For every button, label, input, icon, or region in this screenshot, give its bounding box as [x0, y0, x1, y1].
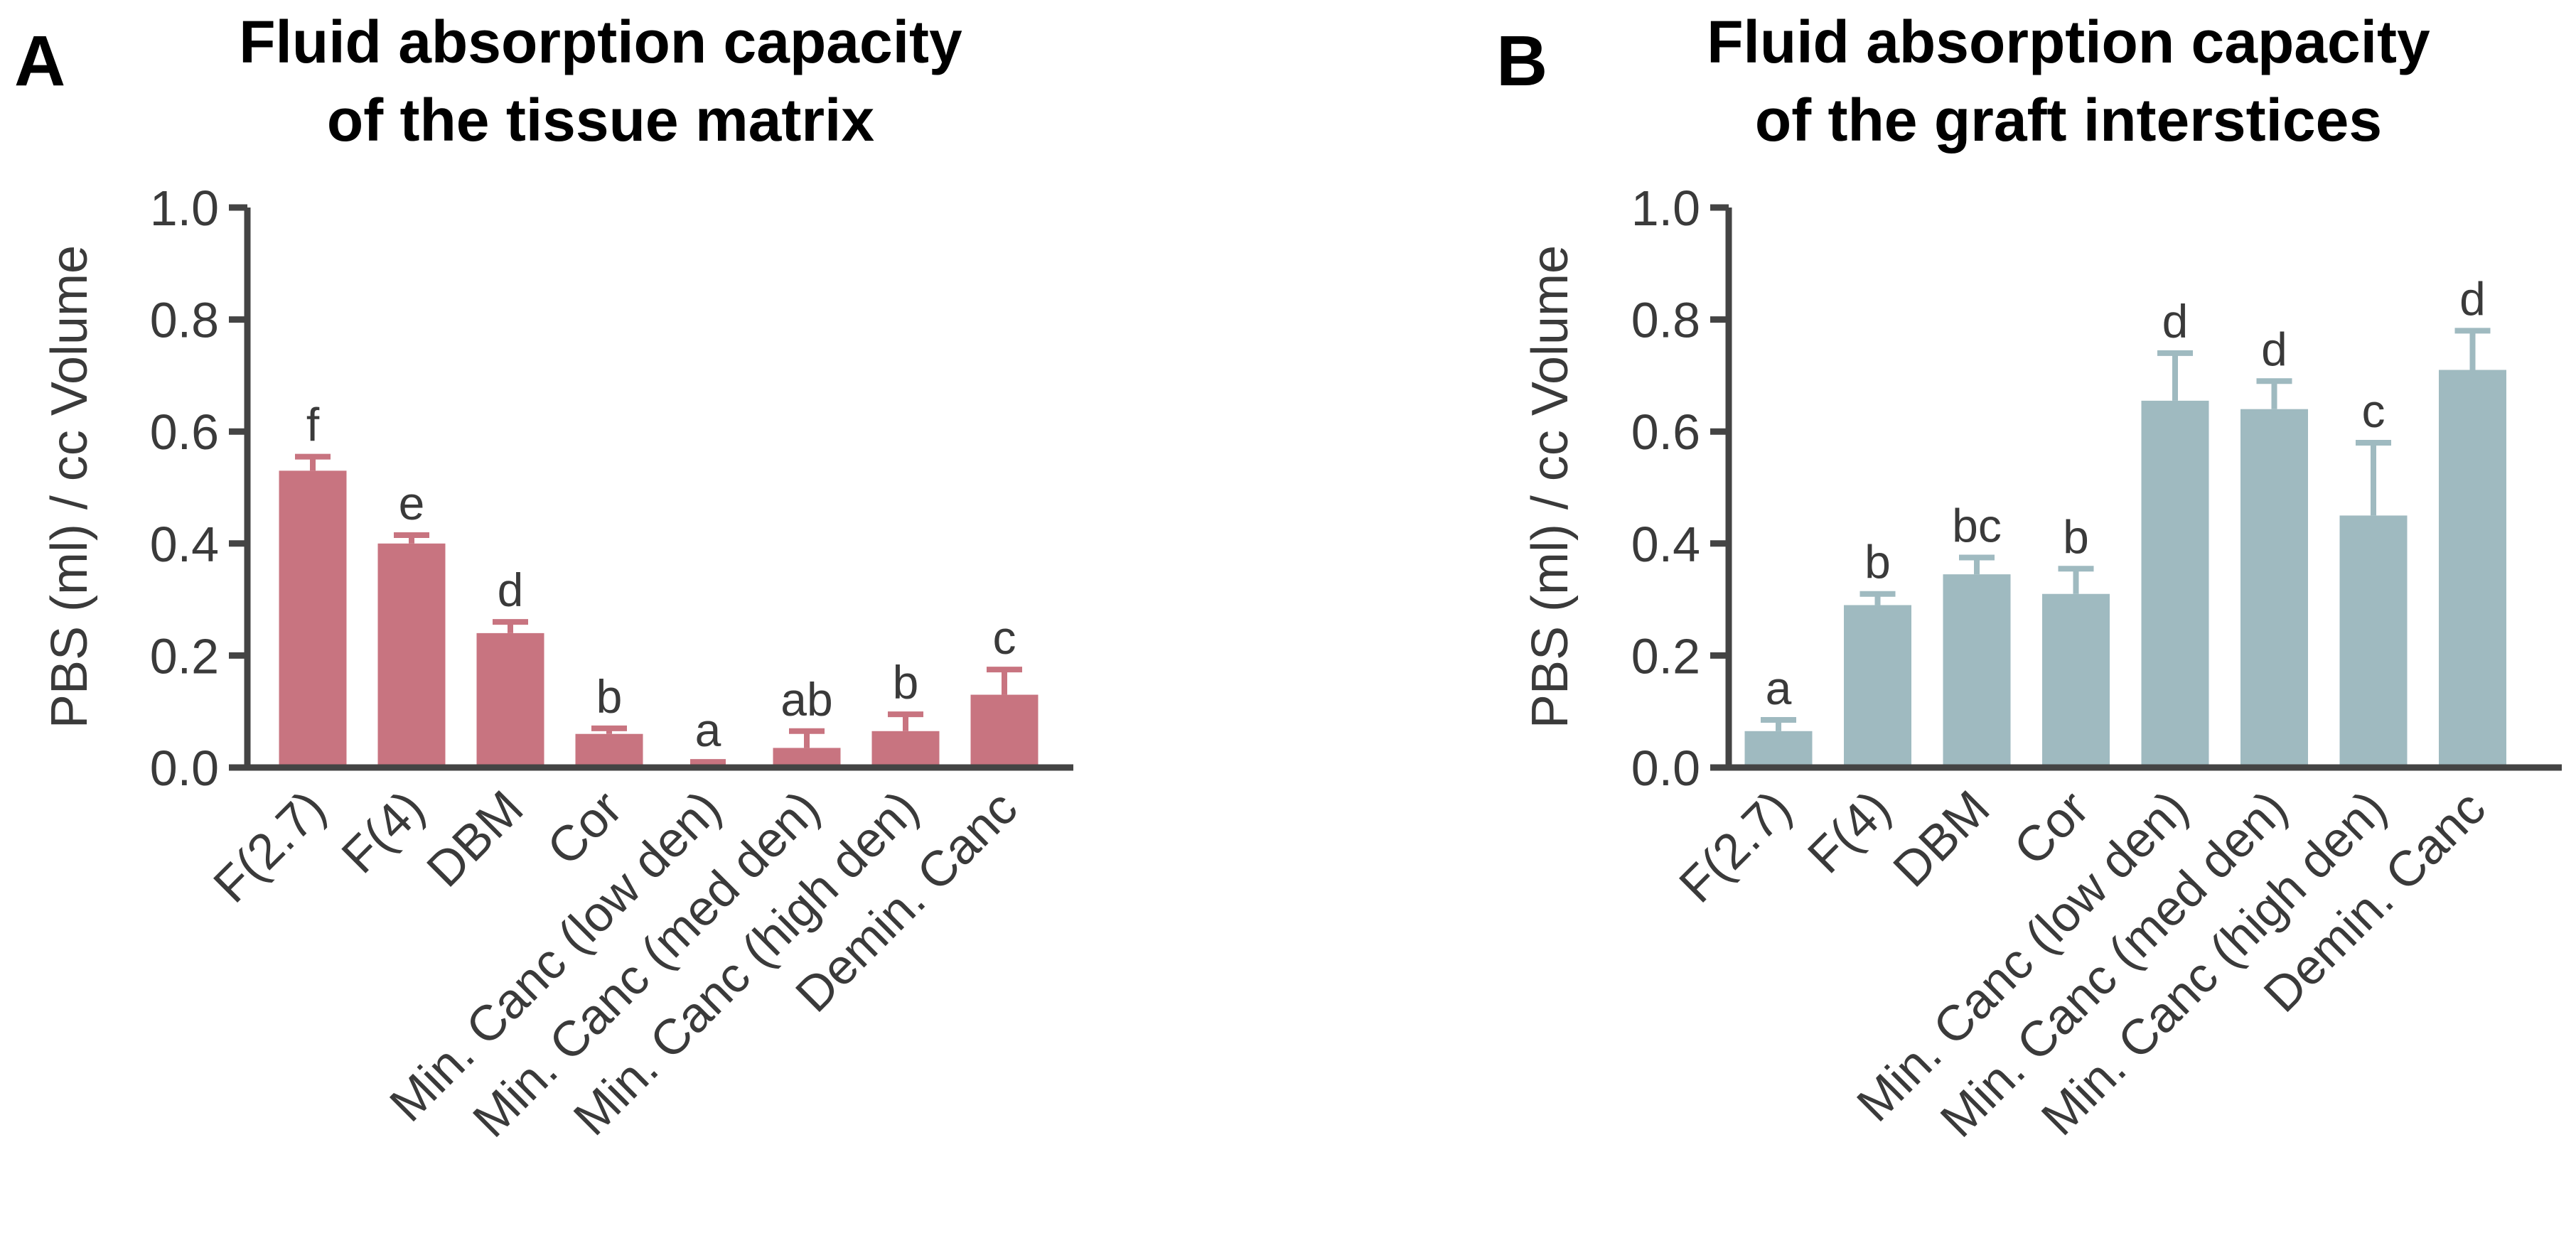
- y-tick-label-a-3: 0.6: [150, 404, 219, 460]
- bar-a-0: [279, 470, 347, 768]
- y-tick-label-b-0: 0.0: [1631, 741, 1700, 796]
- significance-label-a-3: b: [596, 670, 623, 723]
- category-label-b-0: F(2.7): [1668, 780, 1801, 912]
- bar-b-1: [1844, 605, 1911, 768]
- category-label-a-0: F(2.7): [203, 780, 336, 912]
- bar-a-5: [773, 748, 841, 768]
- significance-label-b-6: c: [2362, 384, 2386, 437]
- y-axis-label-a: PBS (ml) / cc Volume: [41, 245, 98, 728]
- bar-b-3: [2042, 593, 2110, 768]
- y-tick-label-b-5: 1.0: [1631, 181, 1700, 236]
- significance-label-a-5: ab: [780, 673, 832, 726]
- error-bar-b-2: [1959, 554, 1995, 575]
- y-tick-label-b-1: 0.2: [1631, 628, 1700, 684]
- bar-series-b: a b bc b d d c d: [1744, 272, 2506, 768]
- y-tick-label-a-4: 0.8: [150, 293, 219, 348]
- error-bar-a-1: [394, 532, 429, 544]
- category-label-b-1: F(4): [1797, 780, 1901, 883]
- bar-series-a: f e d b a ab b c: [279, 399, 1039, 768]
- significance-label-b-2: bc: [1952, 500, 2002, 552]
- error-bar-a-3: [591, 725, 627, 734]
- category-label-a-2: DBM: [416, 780, 533, 897]
- bar-a-1: [377, 543, 446, 768]
- error-bar-b-7: [2454, 328, 2491, 370]
- error-bar-b-3: [2058, 566, 2094, 594]
- error-bar-b-4: [2157, 350, 2193, 401]
- error-bar-b-5: [2256, 378, 2292, 409]
- panel-letter-b: B: [1496, 21, 1547, 101]
- bar-b-7: [2439, 370, 2506, 768]
- significance-label-b-3: b: [2063, 510, 2089, 563]
- chart-panel-b: B Fluid absorption capacity of the graft…: [1496, 9, 2562, 1148]
- error-bar-a-6: [888, 711, 923, 731]
- category-label-a-1: F(4): [331, 780, 435, 883]
- significance-label-b-4: d: [2162, 295, 2189, 348]
- bar-a-6: [871, 731, 940, 768]
- category-label-b-2: DBM: [1882, 780, 2000, 897]
- error-bar-b-0: [1761, 717, 1796, 731]
- error-bar-a-0: [295, 453, 331, 471]
- bar-b-6: [2339, 515, 2408, 768]
- y-tick-label-b-4: 0.8: [1631, 293, 1700, 348]
- chart-title-b-line1: Fluid absorption capacity: [1707, 9, 2430, 75]
- error-bar-a-2: [493, 619, 528, 633]
- error-bar-b-6: [2356, 439, 2391, 516]
- significance-label-b-7: d: [2459, 272, 2486, 325]
- y-tick-label-a-0: 0.0: [150, 741, 219, 796]
- significance-label-b-1: b: [1864, 536, 1891, 588]
- error-bar-b-1: [1859, 591, 1896, 605]
- bar-b-4: [2141, 400, 2209, 768]
- chart-title-a-line1: Fluid absorption capacity: [239, 9, 962, 75]
- significance-label-b-0: a: [1766, 662, 1792, 714]
- significance-label-a-2: d: [498, 564, 524, 616]
- bar-a-2: [476, 632, 544, 768]
- y-tick-label-a-1: 0.2: [150, 628, 219, 684]
- y-axis-label-b: PBS (ml) / cc Volume: [1522, 245, 1579, 728]
- y-tick-label-a-5: 1.0: [150, 181, 219, 236]
- bar-a-7: [970, 694, 1039, 768]
- significance-label-a-6: b: [893, 656, 919, 709]
- bar-b-5: [2240, 409, 2308, 768]
- significance-label-a-0: f: [306, 399, 320, 451]
- significance-label-a-1: e: [399, 477, 425, 529]
- error-bar-a-4: [690, 759, 726, 765]
- y-tick-label-b-2: 0.4: [1631, 517, 1700, 572]
- bar-a-3: [575, 733, 643, 768]
- bar-b-0: [1744, 731, 1813, 768]
- error-bar-a-5: [789, 728, 825, 748]
- error-bar-a-7: [987, 667, 1022, 695]
- y-tick-label-a-2: 0.4: [150, 517, 219, 572]
- panel-letter-a: A: [14, 21, 65, 101]
- bar-b-2: [1943, 574, 2011, 768]
- significance-label-a-4: a: [695, 704, 721, 756]
- chart-title-b-line2: of the graft interstices: [1755, 87, 2382, 154]
- chart-panel-a: A Fluid absorption capacity of the tissu…: [14, 9, 1073, 1148]
- significance-label-a-7: c: [993, 611, 1016, 664]
- significance-label-b-5: d: [2261, 323, 2287, 375]
- y-tick-label-b-3: 0.6: [1631, 404, 1700, 460]
- chart-title-a-line2: of the tissue matrix: [327, 87, 874, 154]
